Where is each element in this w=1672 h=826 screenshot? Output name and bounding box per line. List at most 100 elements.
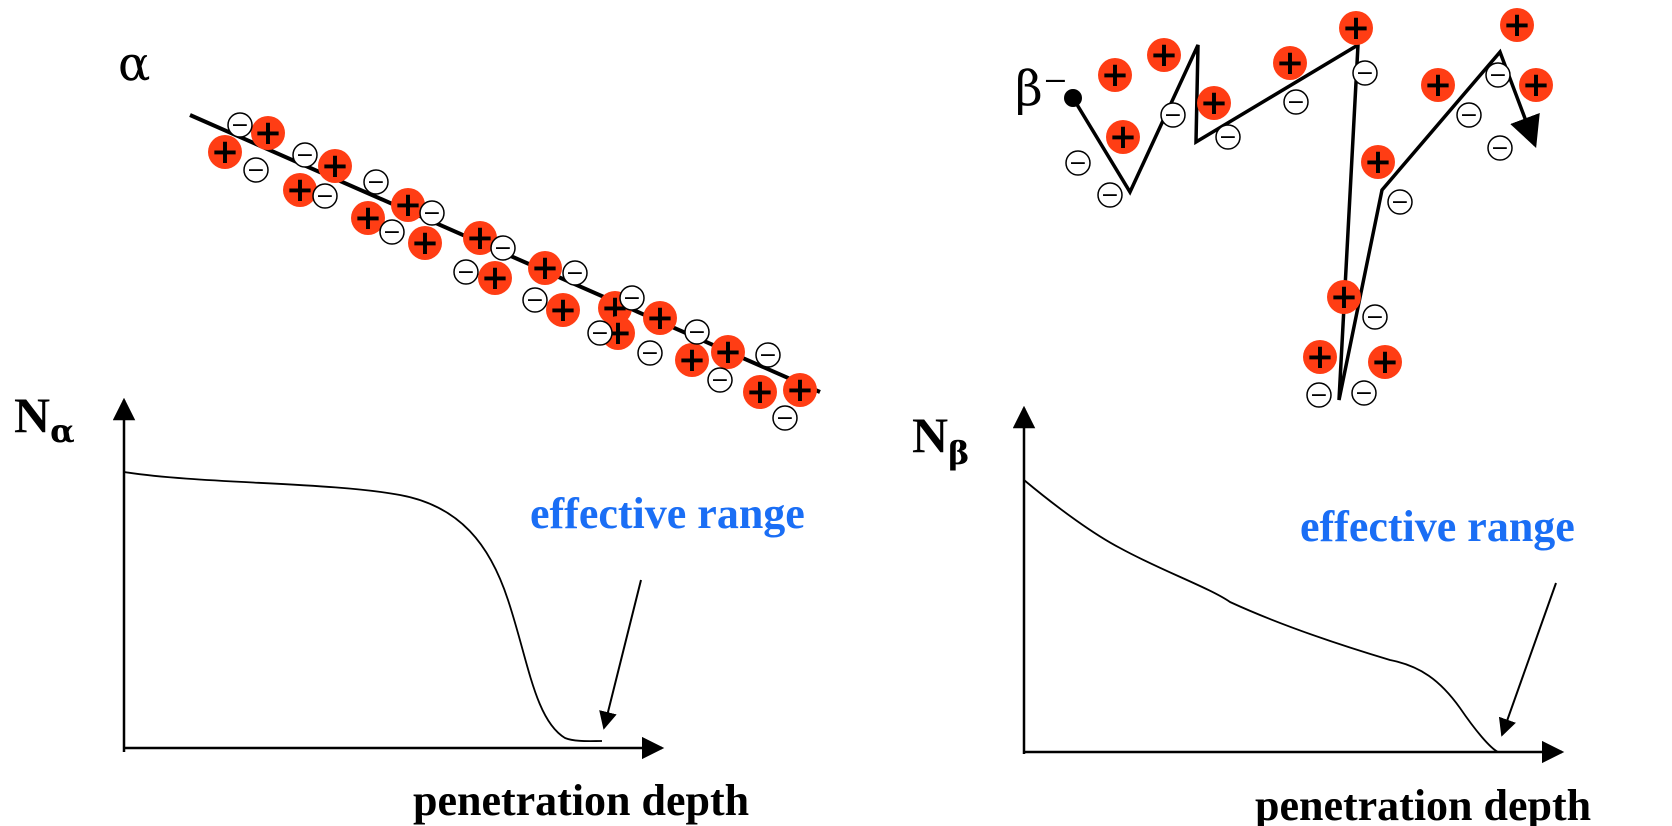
negative-ion: − (312, 183, 338, 209)
svg-text:+: + (1276, 43, 1305, 83)
svg-text:+: + (354, 198, 383, 238)
svg-text:−: − (776, 406, 794, 431)
negative-ion: − (562, 260, 588, 286)
svg-text:+: + (1503, 5, 1532, 45)
svg-text:+: + (678, 340, 707, 380)
svg-text:−: − (1101, 183, 1119, 208)
beta-track (1071, 41, 1540, 401)
svg-text:+: + (646, 298, 675, 338)
svg-text:+: + (1371, 342, 1400, 382)
svg-text:−: − (566, 261, 584, 286)
beta-effective-range-label: effective range (1300, 502, 1575, 551)
svg-text:−: − (591, 321, 609, 346)
negative-ion: − (1351, 380, 1377, 406)
positive-ion: + (1421, 65, 1455, 105)
beta-x-axis-label: penetration depth (1255, 781, 1591, 826)
negative-ion: − (1283, 89, 1309, 115)
svg-text:+: + (1306, 337, 1335, 377)
negative-ion: − (637, 340, 663, 366)
svg-text:−: − (711, 368, 729, 393)
svg-text:+: + (1364, 142, 1393, 182)
negative-ion: − (772, 405, 798, 431)
positive-ion: + (283, 170, 317, 210)
negative-ion: − (363, 169, 389, 195)
svg-text:−: − (1391, 190, 1409, 215)
svg-text:−: − (1460, 103, 1478, 128)
svg-text:−: − (367, 170, 385, 195)
svg-text:+: + (1200, 83, 1229, 123)
positive-ion: + (1500, 5, 1534, 45)
positive-ion: + (1327, 277, 1361, 317)
alpha-x-axis-label: penetration depth (413, 776, 749, 825)
positive-ion: + (351, 198, 385, 238)
svg-text:−: − (1356, 61, 1374, 86)
negative-ion: − (453, 259, 479, 285)
negative-ion: − (1352, 60, 1378, 86)
svg-text:+: + (211, 132, 240, 172)
svg-text:−: − (1355, 381, 1373, 406)
positive-ion: + (1197, 83, 1231, 123)
positive-ion: + (408, 223, 442, 263)
beta-range-arrow (1498, 582, 1557, 737)
negative-ion: − (1215, 124, 1241, 150)
beta-range-curve (1023, 479, 1499, 753)
beta-particle-label: β⁻ (1015, 61, 1068, 117)
beta-y-axis-label: Nβ (912, 407, 969, 472)
svg-text:+: + (466, 218, 495, 258)
svg-text:−: − (316, 184, 334, 209)
positive-ion: + (675, 340, 709, 380)
negative-ion: − (619, 285, 645, 311)
svg-text:−: − (457, 260, 475, 285)
alpha-ion-pairs: + ++++ ++ ++ ++ ++ ++ ++ +−−−−−−−−−−−−−−−−−− (208, 112, 817, 431)
svg-text:+: + (1342, 8, 1371, 48)
svg-text:−: − (1164, 103, 1182, 128)
negative-ion: − (1456, 102, 1482, 128)
positive-ion: + (643, 298, 677, 338)
positive-ion: + (1368, 342, 1402, 382)
svg-text:−: − (1287, 90, 1305, 115)
svg-text:−: − (494, 236, 512, 261)
positive-ion: + (251, 113, 285, 153)
beta-ion-pairs: + +++++++++++ +−−−−−−−−−−−− − (1065, 5, 1553, 408)
svg-text:−: − (247, 158, 265, 183)
alpha-range-arrow (599, 579, 642, 730)
svg-text:−: − (383, 220, 401, 245)
svg-text:+: + (531, 248, 560, 288)
negative-ion: − (1065, 150, 1091, 176)
alpha-effective-range-label: effective range (530, 489, 805, 538)
positive-ion: + (1147, 35, 1181, 75)
negative-ion: − (1387, 189, 1413, 215)
negative-ion: − (1362, 304, 1388, 330)
negative-ion: − (755, 342, 781, 368)
positive-ion: + (546, 290, 580, 330)
svg-text:−: − (1069, 151, 1087, 176)
negative-ion: − (227, 112, 253, 138)
beta-particle-dot (1064, 89, 1082, 107)
negative-ion: − (292, 142, 318, 168)
positive-ion: + (463, 218, 497, 258)
svg-text:+: + (786, 370, 815, 410)
svg-text:+: + (286, 170, 315, 210)
negative-ion: − (1485, 62, 1511, 88)
positive-ion: + (1273, 43, 1307, 83)
positive-ion: + (711, 332, 745, 372)
positive-ion: + (208, 132, 242, 172)
svg-text:−: − (688, 320, 706, 345)
alpha-panel: α + ++++ ++ ++ ++ ++ ++ ++ +−−−−−−−−−−−−−−−−−− N… (14, 36, 821, 825)
positive-ion: + (478, 258, 512, 298)
svg-text:+: + (411, 223, 440, 263)
positive-ion: + (318, 146, 352, 186)
svg-text:−: − (1491, 136, 1509, 161)
svg-text:+: + (254, 113, 283, 153)
svg-text:+: + (394, 185, 423, 225)
svg-text:−: − (526, 288, 544, 313)
svg-text:+: + (1330, 277, 1359, 317)
positive-ion: + (1361, 142, 1395, 182)
svg-text:+: + (746, 372, 775, 412)
svg-text:+: + (1101, 55, 1130, 95)
positive-ion: + (1106, 117, 1140, 157)
svg-text:−: − (296, 143, 314, 168)
negative-ion: − (684, 319, 710, 345)
alpha-particle-label: α (118, 36, 150, 92)
